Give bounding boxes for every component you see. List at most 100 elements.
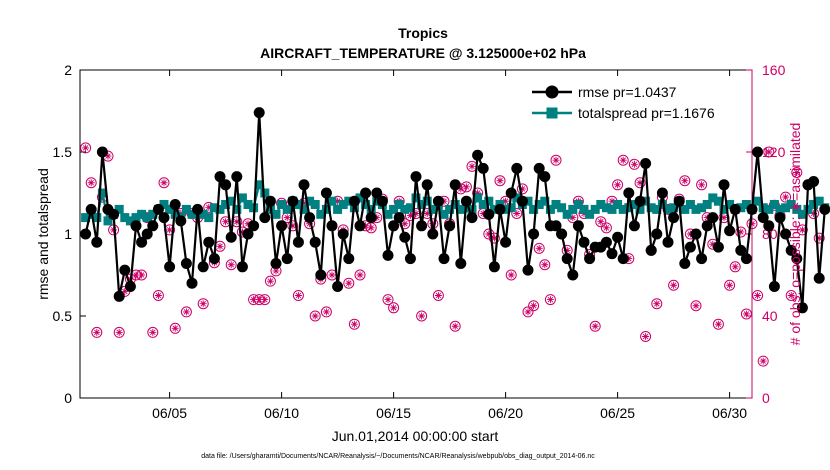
rmse-point bbox=[567, 269, 579, 281]
totalspread-point bbox=[523, 196, 533, 206]
obs-possible-marker bbox=[690, 300, 702, 312]
y-right-tick-label: 0 bbox=[762, 390, 770, 406]
totalspread-point bbox=[585, 209, 595, 219]
obs-point bbox=[712, 318, 724, 330]
obs-assimilated-marker bbox=[429, 220, 437, 228]
obs-possible-marker bbox=[354, 269, 366, 281]
rmse-point bbox=[679, 258, 691, 270]
obs-point bbox=[136, 269, 148, 281]
obs-assimilated-marker bbox=[367, 224, 375, 232]
obs-assimilated-marker bbox=[474, 189, 482, 197]
totalspread-point bbox=[456, 204, 466, 214]
obs-possible-marker bbox=[640, 331, 652, 342]
rmse-point bbox=[416, 220, 428, 232]
totalspread-point bbox=[814, 196, 824, 206]
legend: rmse pr=1.0437 totalspread pr=1.1676 bbox=[523, 78, 748, 126]
obs-assimilated-marker bbox=[709, 240, 717, 248]
rmse-point bbox=[662, 236, 674, 248]
obs-point bbox=[516, 183, 528, 195]
obs-possible-marker bbox=[522, 306, 534, 318]
totalspread-point bbox=[103, 216, 113, 226]
totalspread-point bbox=[142, 213, 152, 223]
rmse-point bbox=[292, 236, 304, 248]
rmse-point bbox=[757, 212, 769, 224]
obs-possible-marker bbox=[668, 279, 680, 291]
rmse-point bbox=[634, 195, 646, 207]
totalspread-point bbox=[657, 199, 667, 209]
obs-possible-marker bbox=[511, 208, 523, 219]
rmse-point bbox=[197, 261, 209, 273]
rmse-point bbox=[91, 236, 103, 248]
obs-possible-marker bbox=[505, 269, 517, 281]
obs-assimilated-marker bbox=[698, 181, 706, 189]
obs-point bbox=[690, 300, 702, 312]
obs-assimilated-marker bbox=[418, 312, 426, 320]
y-right-tick-label: 40 bbox=[762, 308, 778, 324]
obs-point bbox=[780, 191, 792, 203]
totalspread-point bbox=[316, 209, 326, 219]
obs-possible-marker bbox=[696, 179, 708, 191]
obs-assimilated-marker bbox=[496, 177, 504, 185]
obs-assimilated-marker bbox=[356, 271, 364, 279]
totalspread-point bbox=[489, 204, 499, 214]
rmse-point bbox=[175, 215, 187, 227]
rmse-point bbox=[315, 269, 327, 281]
obs-assimilated-marker bbox=[810, 210, 818, 217]
y-right-tick-label: 160 bbox=[762, 62, 786, 78]
obs-possible-marker bbox=[612, 179, 624, 191]
obs-assimilated-marker bbox=[451, 322, 459, 330]
obs-possible-marker bbox=[528, 300, 540, 312]
totalspread-point bbox=[148, 209, 158, 219]
obs-assimilated-marker bbox=[423, 210, 431, 217]
totalspread-point bbox=[422, 196, 432, 206]
totalspread-point bbox=[293, 199, 303, 209]
rmse-point bbox=[472, 149, 484, 161]
rmse-point bbox=[214, 171, 226, 183]
obs-assimilated-marker bbox=[490, 234, 498, 242]
totalspread-point bbox=[764, 204, 774, 214]
totalspread-point bbox=[786, 199, 796, 209]
rmse-point bbox=[438, 253, 450, 265]
obs-point bbox=[735, 226, 747, 238]
rmse-series bbox=[80, 107, 830, 314]
rmse-point bbox=[690, 228, 702, 240]
obs-possible-marker bbox=[617, 154, 629, 166]
obs-assimilated-marker bbox=[670, 281, 678, 289]
obs-point bbox=[85, 177, 97, 189]
legend-box bbox=[523, 78, 748, 126]
rmse-point bbox=[718, 179, 730, 191]
obs-point bbox=[343, 277, 355, 289]
totalspread-point bbox=[310, 199, 320, 209]
rmse-point bbox=[242, 228, 254, 240]
obs-assimilated-marker bbox=[238, 228, 246, 236]
rmse-point bbox=[505, 187, 517, 199]
rmse-point bbox=[276, 220, 288, 232]
rmse-point bbox=[421, 179, 433, 191]
totalspread-point bbox=[305, 196, 315, 206]
totalspread-point bbox=[333, 204, 343, 214]
rmse-point bbox=[287, 195, 299, 207]
obs-possible-marker bbox=[388, 302, 400, 314]
totalspread-point bbox=[629, 199, 639, 209]
totalspread-point bbox=[417, 199, 427, 209]
obs-assimilated-marker bbox=[283, 214, 291, 222]
totalspread-point bbox=[394, 199, 404, 209]
obs-point bbox=[813, 232, 825, 244]
obs-assimilated-marker bbox=[468, 162, 476, 170]
rmse-point bbox=[371, 187, 383, 199]
obs-assimilated-marker bbox=[546, 296, 554, 304]
rmse-point bbox=[231, 171, 243, 183]
rmse-point bbox=[483, 208, 495, 220]
totalspread-point bbox=[590, 204, 600, 214]
obs-point bbox=[348, 318, 360, 330]
rmse-point bbox=[561, 253, 573, 265]
obs-assimilated-marker bbox=[87, 179, 95, 187]
rmse-point bbox=[701, 220, 713, 232]
obs-point bbox=[488, 232, 500, 244]
obs-assimilated-marker bbox=[479, 210, 487, 217]
rmse-point bbox=[623, 187, 635, 199]
obs-assimilated-marker bbox=[345, 279, 353, 287]
totalspread-point bbox=[713, 196, 723, 206]
totalspread-point bbox=[204, 213, 214, 223]
rmse-point bbox=[332, 280, 344, 292]
